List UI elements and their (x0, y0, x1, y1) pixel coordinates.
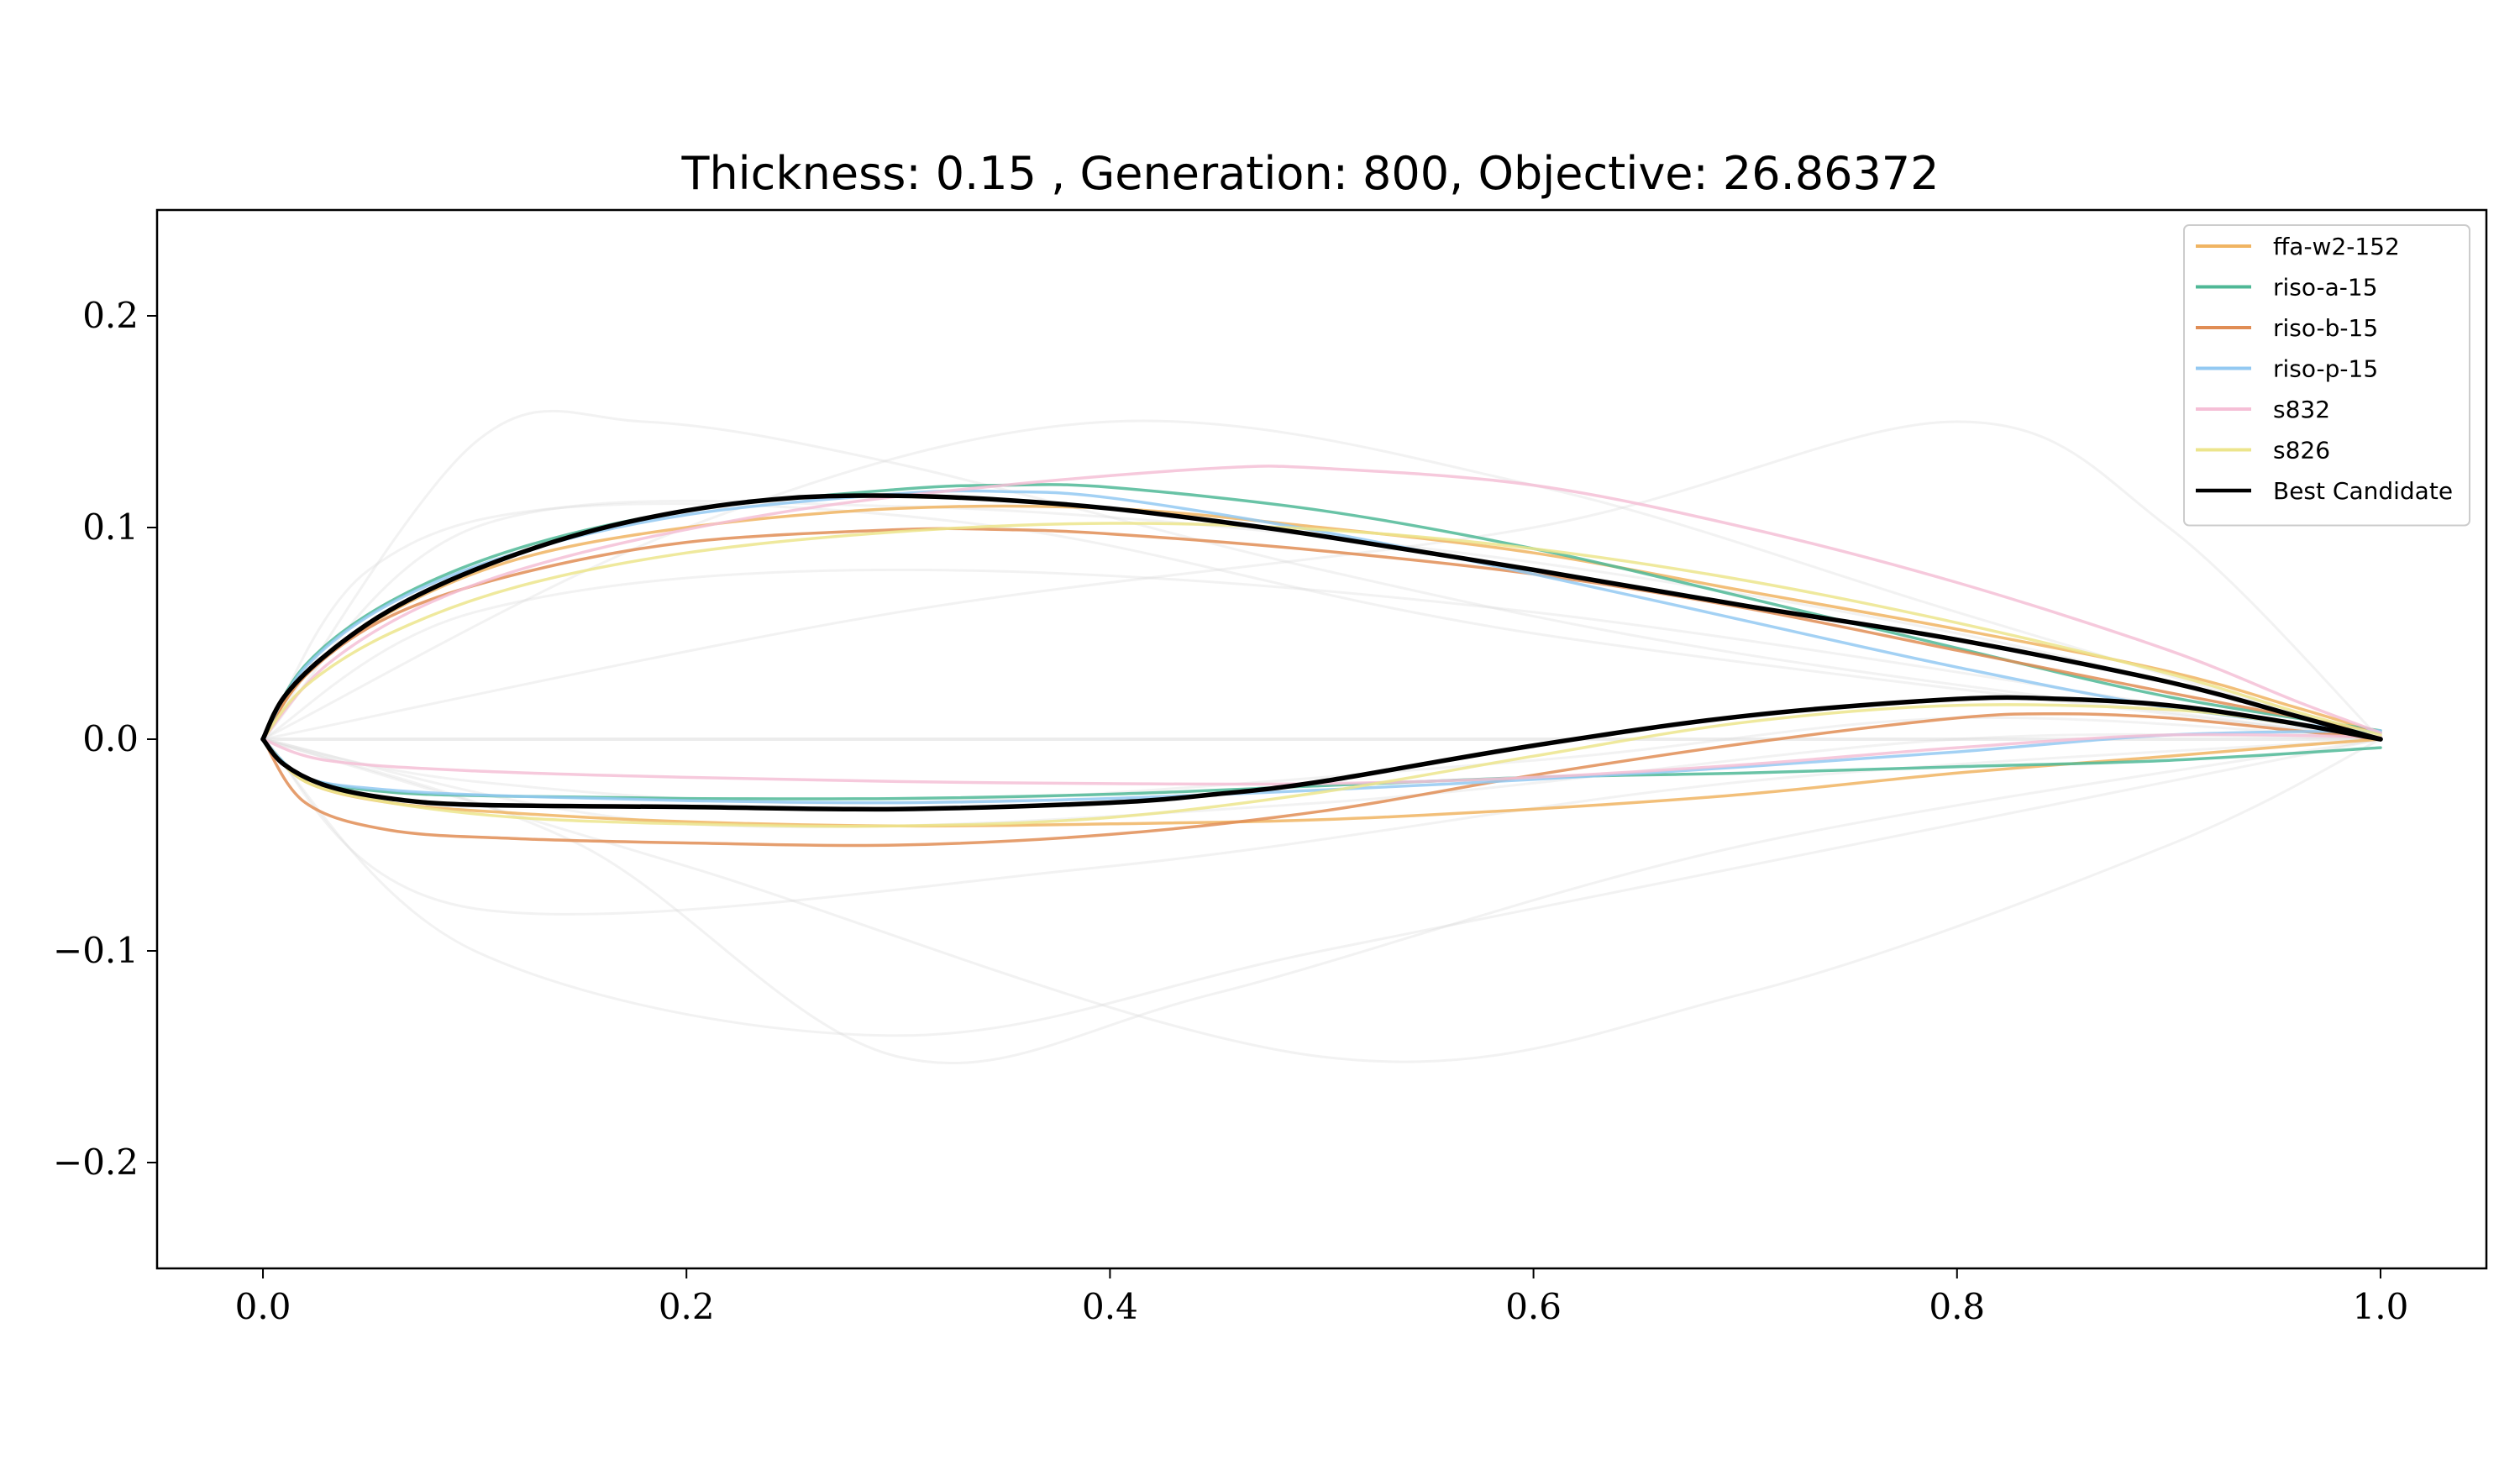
y-tick-label: 0.0 (82, 718, 139, 759)
x-axis: 0.0 0.2 0.4 0.6 0.8 1.0 (235, 1268, 2409, 1327)
legend-label: riso-a-15 (2273, 274, 2378, 302)
background-curve-5-lower (262, 732, 2381, 829)
x-tick-label: 0.0 (235, 1286, 291, 1327)
series-s826-upper (261, 522, 2382, 741)
y-tick-label: 0.2 (82, 295, 139, 336)
background-curve-1-lower (262, 738, 2381, 1065)
background-curve-2-upper (262, 420, 2382, 741)
x-tick-label: 0.8 (1929, 1286, 1985, 1327)
legend-label: Best Candidate (2273, 477, 2453, 505)
background-curve-5-upper (262, 568, 2381, 741)
y-tick-label: 0.1 (82, 507, 139, 548)
series-riso-b-15-lower (261, 712, 2382, 848)
chart-title: Thickness: 0.15 , Generation: 800, Objec… (680, 147, 1939, 200)
background-curve-4-lower (262, 716, 2381, 805)
y-tick-label: −0.2 (53, 1142, 139, 1183)
background-curve-0-upper (261, 409, 2381, 741)
legend-label: s832 (2273, 396, 2330, 423)
y-tick-label: −0.1 (53, 930, 139, 971)
x-tick-label: 1.0 (2353, 1286, 2409, 1327)
series-s832-lower (261, 732, 2382, 786)
background-population (261, 409, 2382, 1065)
x-tick-label: 0.4 (1082, 1286, 1138, 1327)
legend-frame (2183, 224, 2470, 527)
legend: ffa-w2-152 riso-a-15 riso-b-15 riso-p-15 s83… (2183, 224, 2470, 527)
series-riso-b-15-upper (261, 527, 2382, 741)
legend-label: s826 (2273, 437, 2330, 465)
y-axis: 0.2 0.1 0.0 −0.1 −0.2 (53, 295, 157, 1183)
background-curve-0-lower (261, 738, 2381, 1037)
legend-label: ffa-w2-152 (2273, 233, 2400, 260)
background-curve-3-lower (262, 738, 2381, 916)
series-s832-upper (261, 465, 2382, 741)
legend-label: riso-b-15 (2273, 314, 2378, 342)
series-best-candidate-upper (260, 493, 2383, 742)
legend-label: riso-p-15 (2273, 355, 2378, 383)
series-s826-lower (261, 703, 2382, 828)
background-curve-2-lower (262, 738, 2381, 1063)
background-curve-1-upper (262, 419, 2381, 741)
series-riso-p-15-upper (261, 489, 2382, 741)
x-tick-label: 0.2 (659, 1286, 715, 1327)
x-tick-label: 0.6 (1505, 1286, 1562, 1327)
series-layer (260, 465, 2383, 848)
series-best-candidate-lower (260, 695, 2383, 812)
series-riso-a-15-upper (261, 483, 2382, 741)
background-curve-4-upper (261, 499, 2381, 741)
background-curve-3-upper (261, 502, 2381, 741)
